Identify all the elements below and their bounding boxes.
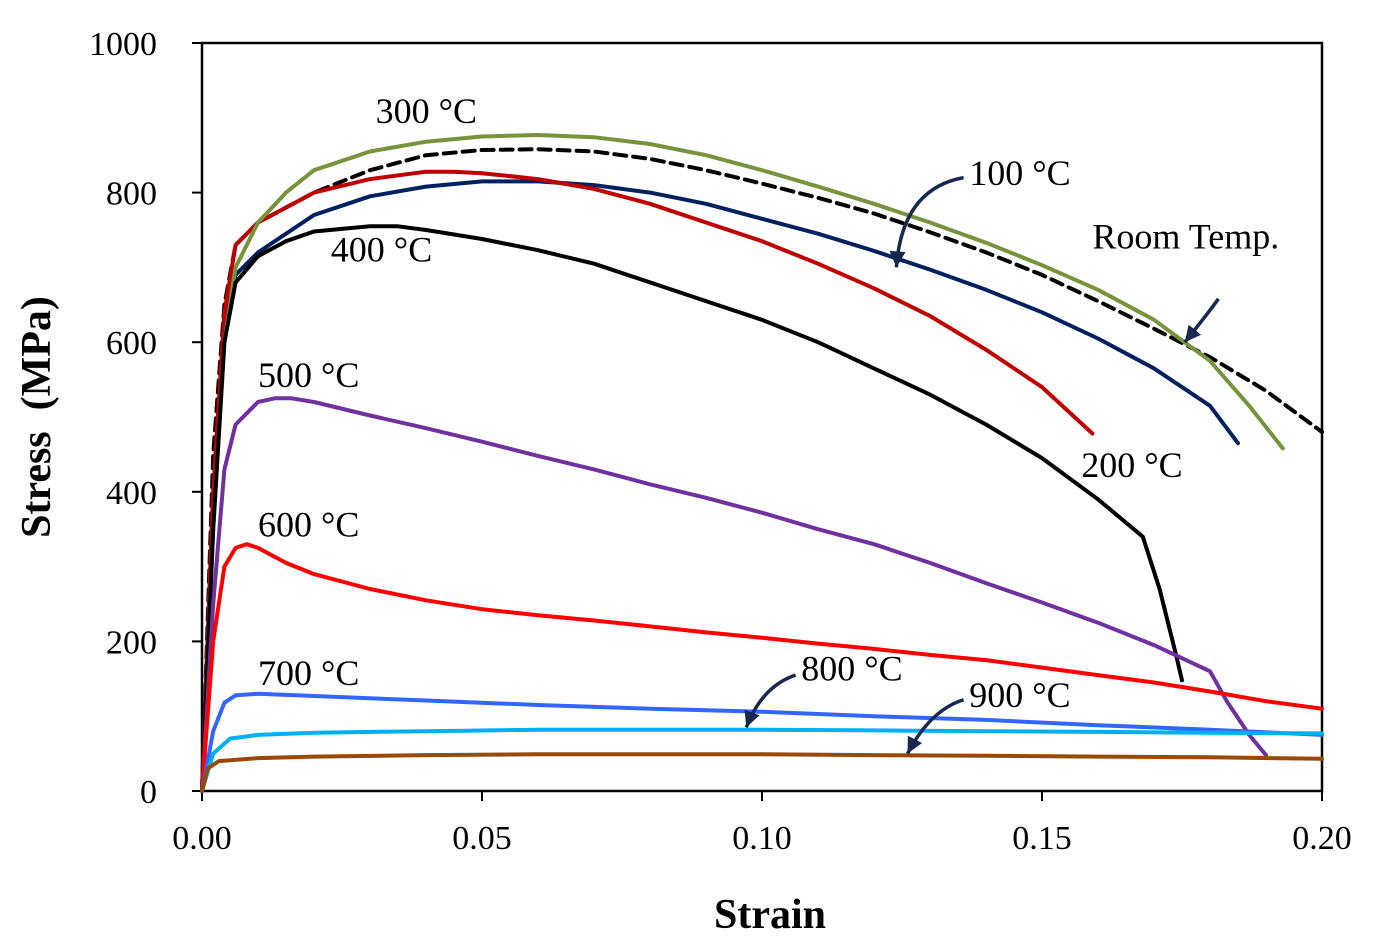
annotation-label-2: Room Temp.: [1092, 217, 1279, 257]
series-line-2: [200, 169, 1095, 793]
y-tick-label: 800: [106, 176, 157, 213]
y-tick-label: 200: [106, 624, 157, 661]
annotation-label-7: 700 °C: [258, 653, 359, 693]
annotation-label-1: 100 °C: [969, 153, 1070, 193]
annotation-label-0: 300 °C: [376, 91, 477, 131]
annotation-arrow-0: [894, 175, 964, 268]
series-line-9: [200, 752, 1324, 793]
x-tick-label: 0.10: [732, 820, 792, 857]
axis-ticks: 0.00 0.05 0.10 0.15 0.20 0 200 400 600 800 1000: [89, 26, 1352, 857]
series-line-3: [200, 133, 1285, 793]
arrow-head-2: [744, 709, 760, 728]
x-tick-label: 0.05: [452, 820, 512, 857]
x-tick-label: 0.00: [172, 820, 232, 857]
arrow-head-3: [907, 735, 923, 754]
annotation-label-8: 800 °C: [801, 648, 902, 688]
y-axis-title: Stress (MPa): [14, 296, 60, 538]
series-layer: [200, 133, 1324, 793]
series-line-4: [200, 224, 1184, 793]
arrow-head-1: [1184, 324, 1202, 343]
x-tick-label: 0.15: [1012, 820, 1072, 857]
y-tick-label: 0: [140, 774, 157, 811]
series-line-1: [200, 179, 1240, 793]
series-line-8: [200, 727, 1324, 793]
annotation-label-5: 200 °C: [1081, 445, 1182, 485]
y-tick-label: 600: [106, 325, 157, 362]
annotation-label-6: 600 °C: [258, 505, 359, 545]
arrow-head-0: [889, 250, 906, 268]
annotation-label-3: 400 °C: [331, 229, 432, 269]
series-line-7: [200, 691, 1324, 793]
annotation-label-9: 900 °C: [969, 675, 1070, 715]
annotation-label-4: 500 °C: [258, 355, 359, 395]
series-line-6: [200, 542, 1324, 793]
y-tick-label: 1000: [89, 26, 157, 63]
series-line-5: [200, 396, 1268, 793]
annotation-arrows: [744, 175, 1220, 755]
x-tick-label: 0.20: [1292, 820, 1352, 857]
annotation-labels: 300 °C 100 °C Room Temp. 400 °C 500 °C 200 °C…: [258, 91, 1279, 715]
y-tick-label: 400: [106, 475, 157, 512]
x-axis-title: Strain: [714, 892, 826, 938]
